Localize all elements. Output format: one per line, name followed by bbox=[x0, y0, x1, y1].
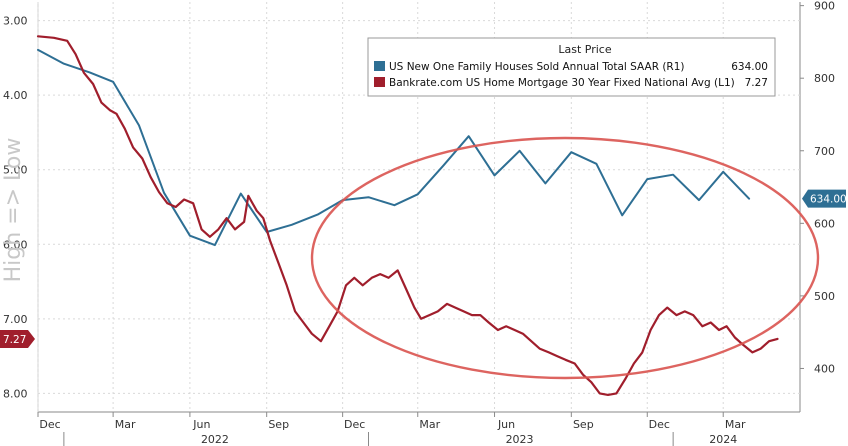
x-tick-label: Dec bbox=[39, 418, 60, 431]
left-tick-label: 7.00 bbox=[3, 313, 28, 326]
left-tick-label: 4.00 bbox=[3, 89, 28, 102]
right-tick-label: 600 bbox=[814, 217, 835, 230]
left-tick-label: 6.00 bbox=[3, 238, 28, 251]
legend-swatch-mortgage bbox=[374, 77, 385, 87]
x-tick-label: Sep bbox=[573, 418, 594, 431]
left-axis: 3.00 4.00 5.00 6.00 7.00 8.00 bbox=[3, 15, 28, 401]
last-tag-mortgage bbox=[0, 329, 35, 348]
left-tick-label: 5.00 bbox=[3, 164, 28, 177]
x-tick-label: Dec bbox=[344, 418, 365, 431]
last-value-tags: 634.00 7.27 bbox=[0, 189, 847, 348]
left-tick-label: 3.00 bbox=[3, 15, 28, 28]
series-line-mortgage bbox=[36, 35, 779, 396]
x-tick-label: Mar bbox=[419, 418, 440, 431]
legend-label-mortgage: Bankrate.com US Home Mortgage 30 Year Fi… bbox=[389, 77, 735, 89]
left-tick-label: 8.00 bbox=[3, 387, 28, 400]
legend: Last Price US New One Family Houses Sold… bbox=[367, 37, 776, 97]
series-line-houses bbox=[37, 48, 751, 247]
last-tag-houses-label: 634.00 bbox=[810, 194, 847, 206]
legend-swatch-houses bbox=[374, 61, 385, 71]
annotation-ellipse bbox=[310, 136, 820, 380]
x-tick-label: Mar bbox=[725, 418, 746, 431]
right-tick-label: 400 bbox=[814, 362, 835, 375]
x-year-label: 2023 bbox=[506, 433, 534, 446]
x-year-label: 2024 bbox=[709, 433, 737, 446]
x-tick-label: Jun bbox=[192, 418, 210, 431]
x-tick-label: Sep bbox=[268, 418, 289, 431]
x-year-label: 2022 bbox=[201, 433, 229, 446]
side-label: High => Low bbox=[1, 138, 26, 283]
legend-last-mortgage: 7.27 bbox=[745, 77, 768, 89]
right-tick-label: 500 bbox=[814, 290, 835, 303]
legend-last-houses: 634.00 bbox=[731, 61, 768, 73]
last-tag-mortgage-label: 7.27 bbox=[3, 334, 26, 346]
x-tick-label: Mar bbox=[115, 418, 136, 431]
legend-box bbox=[367, 37, 776, 97]
right-axis: 900 800 700 600 500 400 bbox=[800, 0, 835, 375]
right-tick-label: 800 bbox=[814, 72, 835, 85]
legend-header: Last Price bbox=[558, 43, 611, 56]
right-tick-label: 700 bbox=[814, 145, 835, 158]
last-tag-houses bbox=[802, 189, 846, 208]
x-tick-label: Dec bbox=[649, 418, 670, 431]
x-tick-label: Jun bbox=[497, 418, 515, 431]
right-tick-label: 900 bbox=[814, 0, 835, 13]
series-layer bbox=[36, 35, 779, 396]
legend-label-houses: US New One Family Houses Sold Annual Tot… bbox=[389, 61, 685, 73]
x-axis: Dec Mar Jun Sep Dec Mar Jun Sep Dec Mar 2022 2023 20… bbox=[37, 412, 746, 446]
